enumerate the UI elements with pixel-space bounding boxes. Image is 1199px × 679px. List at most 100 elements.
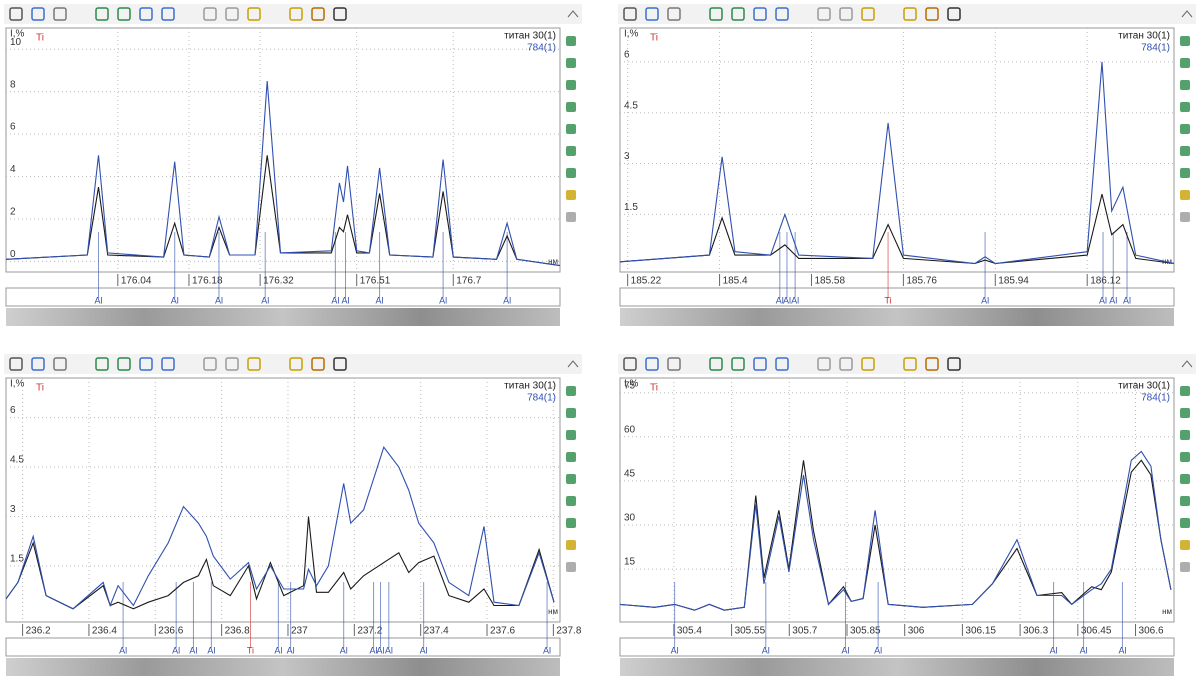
- toolbar-button[interactable]: [623, 7, 637, 21]
- toolbar-button[interactable]: [333, 7, 347, 21]
- toolbar-button[interactable]: [861, 357, 875, 371]
- side-button[interactable]: [1180, 430, 1190, 440]
- toolbar-button[interactable]: [139, 357, 153, 371]
- toolbar-button[interactable]: [31, 7, 45, 21]
- side-button[interactable]: [1180, 102, 1190, 112]
- toolbar-button[interactable]: [203, 7, 217, 21]
- toolbar-button[interactable]: [161, 7, 175, 21]
- toolbar-button[interactable]: [95, 7, 109, 21]
- side-button[interactable]: [566, 80, 576, 90]
- side-button[interactable]: [1180, 452, 1190, 462]
- side-button[interactable]: [1180, 540, 1190, 550]
- toolbar-button[interactable]: [95, 357, 109, 371]
- toolbar-button[interactable]: [117, 7, 131, 21]
- side-button[interactable]: [566, 102, 576, 112]
- side-button[interactable]: [1180, 80, 1190, 90]
- toolbar-button[interactable]: [645, 7, 659, 21]
- side-button[interactable]: [566, 58, 576, 68]
- toolbar-button[interactable]: [667, 357, 681, 371]
- toolbar-button[interactable]: [311, 357, 325, 371]
- y-tick-label: 15: [624, 557, 636, 568]
- side-button[interactable]: [1180, 124, 1190, 134]
- toolbar-button[interactable]: [289, 7, 303, 21]
- toolbar-button[interactable]: [161, 357, 175, 371]
- side-button[interactable]: [566, 168, 576, 178]
- side-button[interactable]: [1180, 168, 1190, 178]
- toolbar-button[interactable]: [139, 7, 153, 21]
- toolbar-button[interactable]: [861, 7, 875, 21]
- toolbar-button[interactable]: [623, 357, 637, 371]
- toolbar-button[interactable]: [839, 357, 853, 371]
- side-button[interactable]: [566, 496, 576, 506]
- toolbar-button[interactable]: [645, 357, 659, 371]
- toolbar-button[interactable]: [709, 357, 723, 371]
- toolbar-button[interactable]: [9, 357, 23, 371]
- side-button[interactable]: [1180, 408, 1190, 418]
- side-button[interactable]: [566, 124, 576, 134]
- toolbar-button[interactable]: [903, 7, 917, 21]
- toolbar-button[interactable]: [31, 357, 45, 371]
- side-button[interactable]: [1180, 496, 1190, 506]
- side-button[interactable]: [566, 518, 576, 528]
- toolbar-button[interactable]: [753, 7, 767, 21]
- x-tick-label: 237.8: [556, 626, 581, 637]
- collapse-button[interactable]: [1181, 360, 1193, 368]
- side-button[interactable]: [1180, 212, 1190, 222]
- toolbar-button[interactable]: [53, 357, 67, 371]
- toolbar-button[interactable]: [817, 7, 831, 21]
- side-button[interactable]: [566, 408, 576, 418]
- collapse-button[interactable]: [567, 10, 579, 18]
- side-button[interactable]: [566, 562, 576, 572]
- toolbar-button[interactable]: [333, 357, 347, 371]
- side-button[interactable]: [566, 474, 576, 484]
- side-button[interactable]: [1180, 36, 1190, 46]
- toolbar-button[interactable]: [839, 7, 853, 21]
- side-button[interactable]: [566, 190, 576, 200]
- x-tick-label: 176.04: [121, 276, 152, 287]
- side-button[interactable]: [1180, 474, 1190, 484]
- toolbar-button[interactable]: [53, 7, 67, 21]
- side-button[interactable]: [1180, 386, 1190, 396]
- toolbar-button[interactable]: [311, 7, 325, 21]
- side-button[interactable]: [566, 36, 576, 46]
- toolbar-button[interactable]: [9, 7, 23, 21]
- side-button[interactable]: [1180, 146, 1190, 156]
- side-button[interactable]: [1180, 518, 1190, 528]
- toolbar-button[interactable]: [247, 7, 261, 21]
- toolbar-button[interactable]: [667, 7, 681, 21]
- toolbar-button[interactable]: [225, 357, 239, 371]
- toolbar-button[interactable]: [925, 7, 939, 21]
- toolbar-button[interactable]: [117, 357, 131, 371]
- side-button[interactable]: [1180, 562, 1190, 572]
- side-button[interactable]: [566, 386, 576, 396]
- element-label: Ti: [650, 383, 658, 394]
- side-button[interactable]: [566, 430, 576, 440]
- side-button[interactable]: [1180, 58, 1190, 68]
- x-tick-label: 186.12: [1090, 276, 1121, 287]
- y-tick-label: 1.5: [10, 554, 24, 565]
- y-tick-label: 4: [10, 164, 16, 175]
- toolbar-button[interactable]: [731, 357, 745, 371]
- toolbar-button[interactable]: [903, 357, 917, 371]
- toolbar-button[interactable]: [203, 357, 217, 371]
- side-button[interactable]: [566, 540, 576, 550]
- collapse-button[interactable]: [1181, 10, 1193, 18]
- legend-entry: титан 30(1): [1118, 31, 1170, 42]
- toolbar-button[interactable]: [817, 357, 831, 371]
- toolbar-button[interactable]: [731, 7, 745, 21]
- side-button[interactable]: [566, 452, 576, 462]
- toolbar-button[interactable]: [947, 7, 961, 21]
- toolbar-button[interactable]: [289, 357, 303, 371]
- toolbar-button[interactable]: [709, 7, 723, 21]
- toolbar-button[interactable]: [947, 357, 961, 371]
- side-button[interactable]: [566, 212, 576, 222]
- toolbar-button[interactable]: [775, 357, 789, 371]
- toolbar-button[interactable]: [247, 357, 261, 371]
- toolbar-button[interactable]: [775, 7, 789, 21]
- toolbar-button[interactable]: [925, 357, 939, 371]
- collapse-button[interactable]: [567, 360, 579, 368]
- side-button[interactable]: [566, 146, 576, 156]
- toolbar-button[interactable]: [225, 7, 239, 21]
- side-button[interactable]: [1180, 190, 1190, 200]
- toolbar-button[interactable]: [753, 357, 767, 371]
